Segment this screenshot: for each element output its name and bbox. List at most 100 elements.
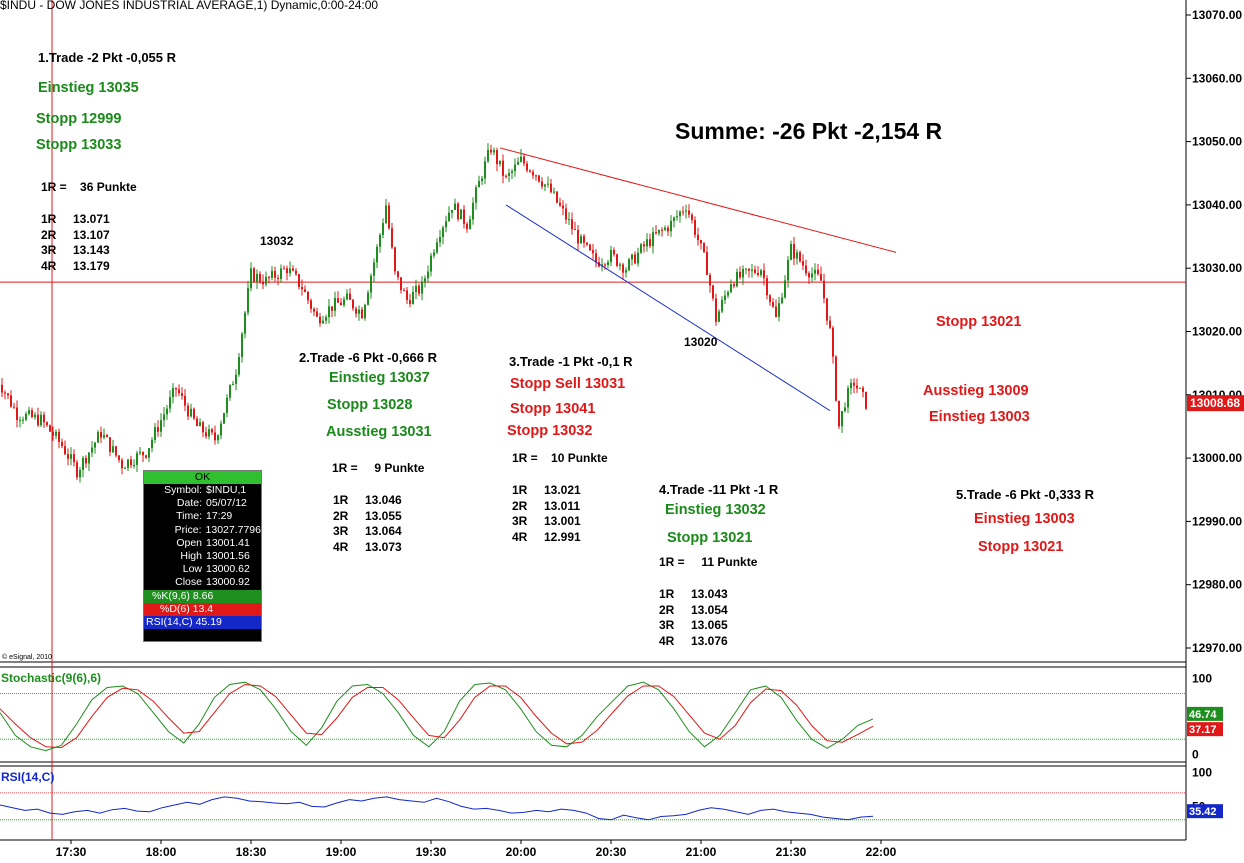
candle-body — [439, 237, 441, 243]
trade4-r: 1R = 11 Punkte — [659, 555, 758, 569]
candle-body — [844, 407, 846, 412]
candle-body — [322, 320, 324, 324]
trade2-title: 2.Trade -6 Pkt -0,666 R — [299, 350, 438, 365]
trade5-einstieg: Einstieg 13003 — [974, 511, 1075, 527]
candle-body — [541, 181, 543, 187]
candle-body — [85, 457, 87, 464]
series-line — [0, 681, 874, 752]
trade3-stopp2: Stopp 13032 — [507, 423, 593, 439]
candle-body — [361, 309, 363, 319]
candle-body — [760, 270, 762, 276]
candle-body — [37, 414, 39, 426]
candle-body — [793, 243, 795, 259]
candle-body — [406, 290, 408, 300]
indicator-y-label: 0 — [1192, 747, 1199, 761]
indicator-title: RSI(14,C) — [1, 770, 54, 784]
candle-body — [355, 308, 357, 314]
candle-body — [523, 156, 525, 164]
candle-body — [205, 432, 207, 437]
candle-body — [379, 234, 381, 247]
candle-body — [577, 229, 579, 244]
candle-body — [769, 295, 771, 303]
candle-body — [700, 240, 702, 244]
candle-body — [562, 205, 564, 209]
candle-body — [637, 252, 639, 264]
last-price-label: 13008.68 — [1190, 396, 1240, 410]
series-value-box — [1187, 804, 1223, 819]
candle-body — [727, 292, 729, 296]
trade5-stopp-top: Stopp 13021 — [936, 314, 1022, 330]
trade5-stopp: Stopp 13021 — [978, 539, 1064, 555]
candle-body — [67, 454, 69, 459]
candle-body — [802, 261, 804, 266]
candle-body — [292, 268, 294, 271]
trade5-title: 5.Trade -6 Pkt -0,333 R — [956, 487, 1095, 502]
cursor-info-box[interactable]: OK Symbol: $INDU,1 Date: 05/07/12 Time: 17:… — [143, 470, 262, 642]
candle-body — [436, 242, 438, 253]
x-tick-label: 19:30 — [416, 845, 447, 859]
chart-title: $INDU - DOW JONES INDUSTRIAL AVERAGE,1) … — [0, 0, 379, 12]
candle-body — [334, 298, 336, 311]
candle-body — [175, 387, 177, 390]
candle-body — [847, 388, 849, 408]
candle-body — [265, 276, 267, 285]
info-row: Price: 13027.7796 — [174, 523, 261, 536]
candle-body — [589, 244, 591, 251]
candle-body — [262, 281, 264, 285]
candle-body — [298, 274, 300, 287]
candle-body — [448, 212, 450, 222]
candle-body — [358, 309, 360, 314]
candle-body — [811, 273, 813, 278]
x-tick-label: 19:00 — [326, 845, 357, 859]
info-row: High 13001.56 — [180, 549, 250, 562]
trade2-ausstieg: Ausstieg 13031 — [326, 424, 432, 440]
candle-body — [310, 300, 312, 309]
candle-body — [775, 306, 777, 317]
candle-body — [274, 270, 276, 278]
candle-body — [52, 431, 54, 436]
candle-body — [730, 284, 732, 293]
candle-body — [481, 178, 483, 182]
candle-body — [640, 244, 642, 253]
candle-body — [196, 418, 198, 427]
candle-body — [424, 278, 426, 282]
candle-body — [718, 311, 720, 322]
candle-body — [163, 414, 165, 421]
candle-body — [745, 268, 747, 270]
candle-body — [124, 467, 126, 469]
candle-body — [394, 247, 396, 272]
trade1-title: 1.Trade -2 Pkt -0,055 R — [38, 50, 177, 65]
candle-body — [544, 184, 546, 187]
candle-body — [283, 268, 285, 270]
candle-body — [307, 291, 309, 301]
candle-body — [547, 183, 549, 185]
candle-body — [442, 227, 444, 238]
candle-body — [373, 262, 375, 276]
candle-body — [22, 419, 24, 421]
candle-body — [319, 316, 321, 324]
candle-body — [112, 446, 114, 453]
candle-body — [250, 268, 252, 289]
candle-body — [676, 216, 678, 218]
candle-body — [91, 447, 93, 453]
candle-body — [607, 262, 609, 265]
candle-body — [16, 407, 18, 421]
candle-body — [559, 202, 561, 206]
candle-body — [661, 229, 663, 231]
candle-body — [28, 410, 30, 414]
candle-body — [787, 259, 789, 281]
candle-body — [571, 219, 573, 230]
candle-body — [115, 446, 117, 456]
candle-body — [781, 297, 783, 304]
candle-body — [403, 290, 405, 292]
trade5-ausstieg: Ausstieg 13009 — [923, 383, 1029, 399]
info-ok-button[interactable]: OK — [144, 471, 261, 484]
rsi-pane: 10050RSI(14,C)35.42 — [0, 766, 1223, 821]
candle-body — [376, 246, 378, 263]
x-tick-label: 21:00 — [686, 845, 717, 859]
y-tick-label: 13030.00 — [1192, 261, 1242, 275]
candle-body — [382, 223, 384, 235]
indicator-y-label: 100 — [1192, 766, 1212, 780]
